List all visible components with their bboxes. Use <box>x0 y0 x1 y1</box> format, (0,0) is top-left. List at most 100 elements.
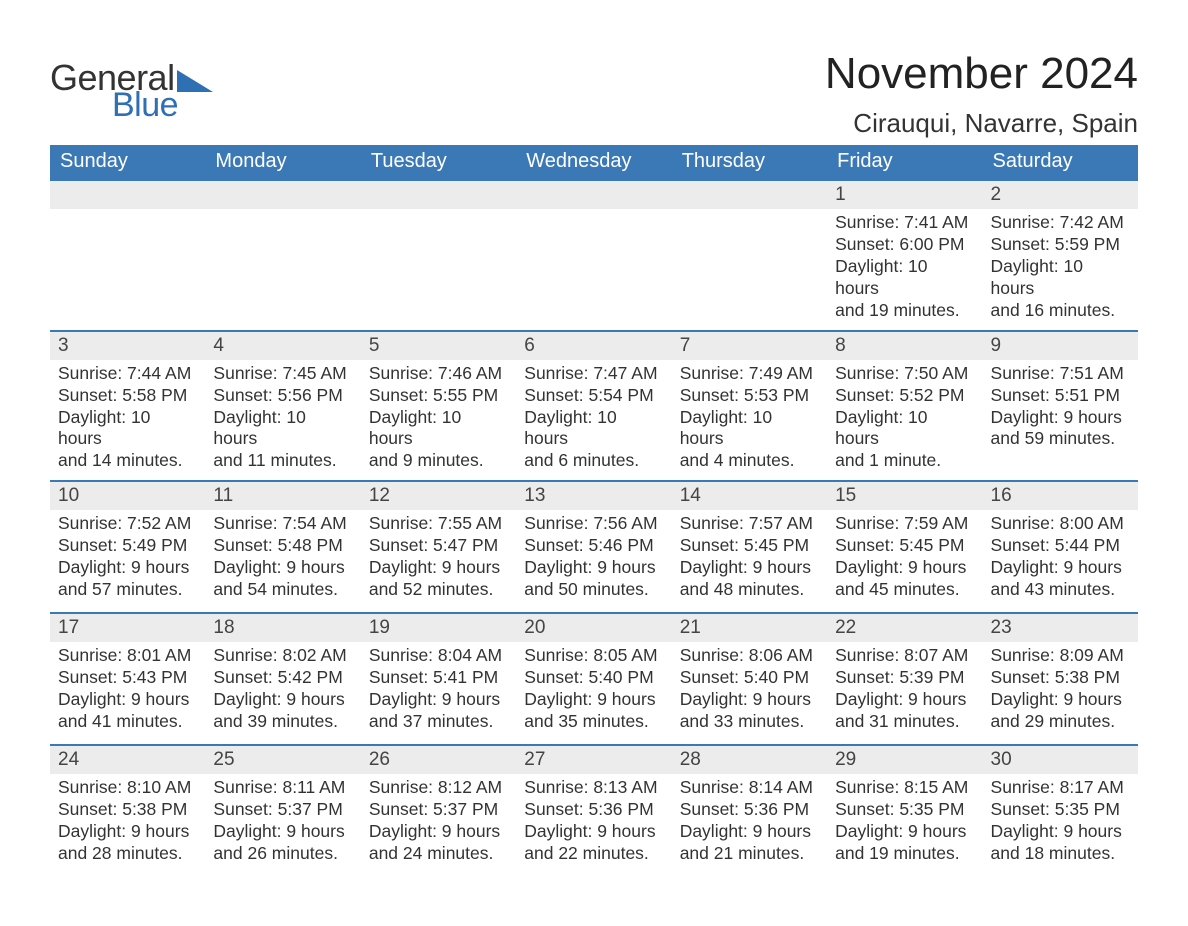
calendar-day-cell: 19Sunrise: 8:04 AMSunset: 5:41 PMDayligh… <box>361 612 516 744</box>
day-details: Sunrise: 7:54 AMSunset: 5:48 PMDaylight:… <box>205 510 360 609</box>
weekday-header: Thursday <box>672 145 827 179</box>
daylight-line-2: and 28 minutes. <box>58 843 197 865</box>
daylight-line-2: and 50 minutes. <box>524 579 663 601</box>
sunset-line: Sunset: 5:44 PM <box>991 535 1130 557</box>
day-number-bar: 14 <box>672 480 827 510</box>
day-details: Sunrise: 7:49 AMSunset: 5:53 PMDaylight:… <box>672 360 827 480</box>
day-details: Sunrise: 8:12 AMSunset: 5:37 PMDaylight:… <box>361 774 516 873</box>
day-number-bar: 21 <box>672 612 827 642</box>
page-header: General Blue November 2024 Cirauqui, Nav… <box>50 50 1138 139</box>
day-details: Sunrise: 8:10 AMSunset: 5:38 PMDaylight:… <box>50 774 205 873</box>
sunset-line: Sunset: 5:55 PM <box>369 385 508 407</box>
day-number-bar <box>672 179 827 209</box>
daylight-line-2: and 48 minutes. <box>680 579 819 601</box>
day-number-bar: 29 <box>827 744 982 774</box>
sunset-line: Sunset: 5:48 PM <box>213 535 352 557</box>
day-number-bar: 6 <box>516 330 671 360</box>
sunrise-line: Sunrise: 8:13 AM <box>524 777 663 799</box>
calendar-page: General Blue November 2024 Cirauqui, Nav… <box>0 0 1188 926</box>
calendar-day-cell: 30Sunrise: 8:17 AMSunset: 5:35 PMDayligh… <box>983 744 1138 876</box>
daylight-line-2: and 59 minutes. <box>991 428 1130 450</box>
daylight-line-1: Daylight: 9 hours <box>991 407 1130 429</box>
sunset-line: Sunset: 5:35 PM <box>835 799 974 821</box>
sunrise-line: Sunrise: 8:12 AM <box>369 777 508 799</box>
calendar-day-cell <box>205 179 360 329</box>
daylight-line-2: and 43 minutes. <box>991 579 1130 601</box>
day-details: Sunrise: 8:05 AMSunset: 5:40 PMDaylight:… <box>516 642 671 741</box>
daylight-line-2: and 57 minutes. <box>58 579 197 601</box>
day-number-bar: 28 <box>672 744 827 774</box>
sunset-line: Sunset: 5:38 PM <box>58 799 197 821</box>
sunrise-line: Sunrise: 8:14 AM <box>680 777 819 799</box>
sunset-line: Sunset: 5:35 PM <box>991 799 1130 821</box>
daylight-line-1: Daylight: 9 hours <box>213 689 352 711</box>
daylight-line-1: Daylight: 10 hours <box>58 407 197 451</box>
daylight-line-1: Daylight: 9 hours <box>680 689 819 711</box>
day-details: Sunrise: 8:00 AMSunset: 5:44 PMDaylight:… <box>983 510 1138 609</box>
daylight-line-1: Daylight: 9 hours <box>835 557 974 579</box>
daylight-line-2: and 14 minutes. <box>58 450 197 472</box>
day-details: Sunrise: 8:09 AMSunset: 5:38 PMDaylight:… <box>983 642 1138 741</box>
day-details: Sunrise: 8:07 AMSunset: 5:39 PMDaylight:… <box>827 642 982 741</box>
daylight-line-1: Daylight: 10 hours <box>835 407 974 451</box>
calendar-day-cell: 10Sunrise: 7:52 AMSunset: 5:49 PMDayligh… <box>50 480 205 612</box>
calendar-day-cell <box>516 179 671 329</box>
sunset-line: Sunset: 5:37 PM <box>213 799 352 821</box>
day-details: Sunrise: 8:01 AMSunset: 5:43 PMDaylight:… <box>50 642 205 741</box>
calendar-week-row: 1Sunrise: 7:41 AMSunset: 6:00 PMDaylight… <box>50 179 1138 329</box>
day-details: Sunrise: 8:17 AMSunset: 5:35 PMDaylight:… <box>983 774 1138 873</box>
sunrise-line: Sunrise: 7:47 AM <box>524 363 663 385</box>
daylight-line-2: and 18 minutes. <box>991 843 1130 865</box>
day-number-bar: 1 <box>827 179 982 209</box>
calendar-day-cell: 23Sunrise: 8:09 AMSunset: 5:38 PMDayligh… <box>983 612 1138 744</box>
calendar-day-cell: 16Sunrise: 8:00 AMSunset: 5:44 PMDayligh… <box>983 480 1138 612</box>
day-details: Sunrise: 7:41 AMSunset: 6:00 PMDaylight:… <box>827 209 982 329</box>
weekday-header: Wednesday <box>516 145 671 179</box>
daylight-line-2: and 19 minutes. <box>835 843 974 865</box>
day-number-bar: 10 <box>50 480 205 510</box>
day-details: Sunrise: 7:46 AMSunset: 5:55 PMDaylight:… <box>361 360 516 480</box>
day-number-bar: 11 <box>205 480 360 510</box>
sunrise-line: Sunrise: 8:10 AM <box>58 777 197 799</box>
daylight-line-1: Daylight: 10 hours <box>369 407 508 451</box>
sunset-line: Sunset: 5:45 PM <box>835 535 974 557</box>
daylight-line-1: Daylight: 9 hours <box>369 821 508 843</box>
day-number-bar: 19 <box>361 612 516 642</box>
day-details: Sunrise: 8:06 AMSunset: 5:40 PMDaylight:… <box>672 642 827 741</box>
calendar-day-cell: 15Sunrise: 7:59 AMSunset: 5:45 PMDayligh… <box>827 480 982 612</box>
day-number-bar: 20 <box>516 612 671 642</box>
day-details: Sunrise: 7:57 AMSunset: 5:45 PMDaylight:… <box>672 510 827 609</box>
calendar-day-cell: 2Sunrise: 7:42 AMSunset: 5:59 PMDaylight… <box>983 179 1138 329</box>
sunset-line: Sunset: 5:54 PM <box>524 385 663 407</box>
calendar-day-cell: 7Sunrise: 7:49 AMSunset: 5:53 PMDaylight… <box>672 330 827 480</box>
daylight-line-2: and 29 minutes. <box>991 711 1130 733</box>
day-details: Sunrise: 7:52 AMSunset: 5:49 PMDaylight:… <box>50 510 205 609</box>
day-details: Sunrise: 7:47 AMSunset: 5:54 PMDaylight:… <box>516 360 671 480</box>
daylight-line-1: Daylight: 9 hours <box>991 821 1130 843</box>
day-number-bar: 26 <box>361 744 516 774</box>
weekday-header: Sunday <box>50 145 205 179</box>
sunset-line: Sunset: 5:52 PM <box>835 385 974 407</box>
day-details: Sunrise: 8:04 AMSunset: 5:41 PMDaylight:… <box>361 642 516 741</box>
calendar-day-cell: 24Sunrise: 8:10 AMSunset: 5:38 PMDayligh… <box>50 744 205 876</box>
daylight-line-1: Daylight: 10 hours <box>991 256 1130 300</box>
sunset-line: Sunset: 5:49 PM <box>58 535 197 557</box>
daylight-line-2: and 41 minutes. <box>58 711 197 733</box>
calendar-week-row: 24Sunrise: 8:10 AMSunset: 5:38 PMDayligh… <box>50 744 1138 876</box>
day-details: Sunrise: 7:51 AMSunset: 5:51 PMDaylight:… <box>983 360 1138 459</box>
sunrise-line: Sunrise: 7:59 AM <box>835 513 974 535</box>
sunset-line: Sunset: 5:46 PM <box>524 535 663 557</box>
daylight-line-2: and 21 minutes. <box>680 843 819 865</box>
sunrise-line: Sunrise: 8:06 AM <box>680 645 819 667</box>
calendar-day-cell: 5Sunrise: 7:46 AMSunset: 5:55 PMDaylight… <box>361 330 516 480</box>
daylight-line-2: and 52 minutes. <box>369 579 508 601</box>
sunrise-line: Sunrise: 7:41 AM <box>835 212 974 234</box>
sunrise-line: Sunrise: 7:49 AM <box>680 363 819 385</box>
sunrise-line: Sunrise: 8:09 AM <box>991 645 1130 667</box>
sunset-line: Sunset: 5:39 PM <box>835 667 974 689</box>
day-number-bar: 3 <box>50 330 205 360</box>
sunrise-line: Sunrise: 8:02 AM <box>213 645 352 667</box>
day-number-bar: 27 <box>516 744 671 774</box>
day-number-bar <box>205 179 360 209</box>
sunrise-line: Sunrise: 7:42 AM <box>991 212 1130 234</box>
